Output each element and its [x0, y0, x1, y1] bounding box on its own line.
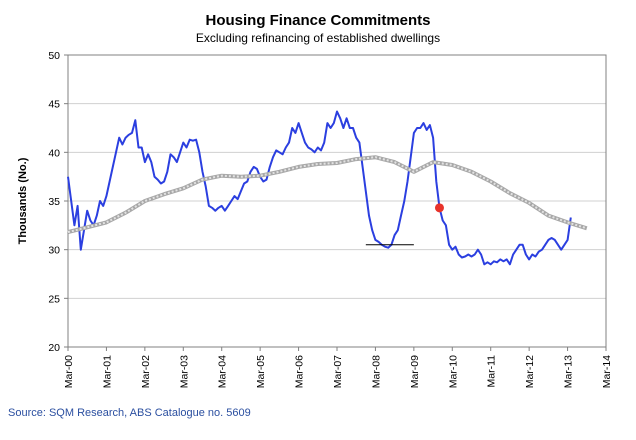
y-tick-label: 35 [48, 196, 60, 208]
y-tick-label: 40 [48, 147, 60, 159]
x-tick-label: Mar-12 [524, 355, 536, 388]
y-tick-label: 25 [48, 293, 60, 305]
x-tick-label: Mar-04 [217, 355, 229, 388]
y-axis-ticks: 20 25 30 35 40 45 50 [48, 50, 68, 354]
source-note: Source: SQM Research, ABS Catalogue no. … [8, 407, 251, 419]
x-tick-label: Mar-10 [447, 355, 459, 388]
x-tick-label: Mar-00 [63, 355, 75, 388]
x-tick-label: Mar-07 [332, 355, 344, 388]
x-tick-label: Mar-01 [101, 355, 113, 388]
x-tick-label: Mar-06 [294, 355, 306, 388]
x-tick-label: Mar-11 [486, 355, 498, 388]
chart-title: Housing Finance Commitments [205, 12, 430, 29]
y-tick-label: 30 [48, 245, 60, 257]
trend-line [67, 156, 588, 234]
annotations-group [365, 203, 444, 246]
x-tick-label: Mar-13 [563, 355, 575, 388]
x-tick-label: Mar-08 [370, 355, 382, 388]
monthly-series-line [67, 110, 572, 266]
x-tick-label: Mar-14 [601, 355, 613, 388]
highlight-marker [434, 203, 444, 213]
x-axis-ticks: Mar-00 Mar-01 Mar-02 Mar-03 Mar-04 Mar-05 Mar-… [63, 347, 613, 388]
chart-subtitle: Excluding refinancing of established dwe… [196, 31, 440, 45]
x-tick-label: Mar-02 [140, 355, 152, 388]
trend-line-outer [67, 155, 588, 235]
x-tick-label: Mar-05 [255, 355, 267, 388]
y-axis-label: Thousands (No.) [17, 157, 29, 244]
y-tick-label: 45 [48, 99, 60, 111]
series-group [67, 110, 588, 266]
y-tick-label: 20 [48, 342, 60, 354]
y-tick-label: 50 [48, 50, 60, 62]
x-tick-label: Mar-03 [178, 355, 190, 388]
x-tick-label: Mar-09 [409, 355, 421, 388]
